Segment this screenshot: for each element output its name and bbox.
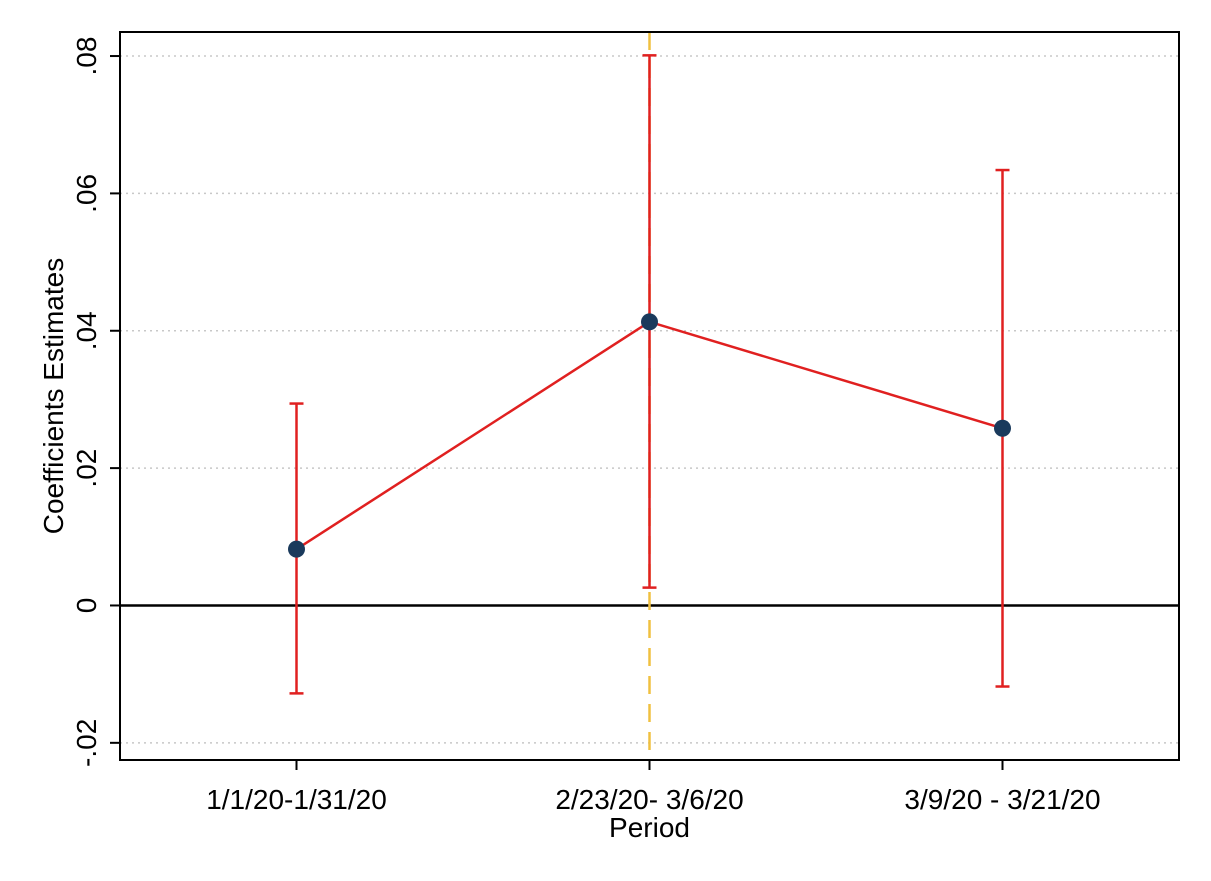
x-tick-label: 3/9/20 - 3/21/20 [904,784,1100,815]
y-tick-label: -.02 [71,719,102,767]
y-tick-label: .04 [71,311,102,350]
data-point [288,540,305,558]
data-point [994,419,1011,437]
y-axis-ticks: -.02 0 .02 .04 .06 .08 [71,37,120,767]
y-tick-label: .08 [71,37,102,76]
y-tick-label: .02 [71,449,102,488]
x-axis-title: Period [609,812,690,843]
x-tick-label: 2/23/20- 3/6/20 [555,784,743,815]
y-axis-title: Coefficients Estimates [38,258,69,535]
series [288,54,1011,695]
data-point [641,313,658,331]
x-tick-label: 1/1/20-1/31/20 [206,784,387,815]
y-tick-label: 0 [71,598,102,614]
y-tick-label: .06 [71,174,102,213]
x-axis-ticks: 1/1/20-1/31/20 2/23/20- 3/6/20 3/9/20 - 3/… [206,760,1101,815]
